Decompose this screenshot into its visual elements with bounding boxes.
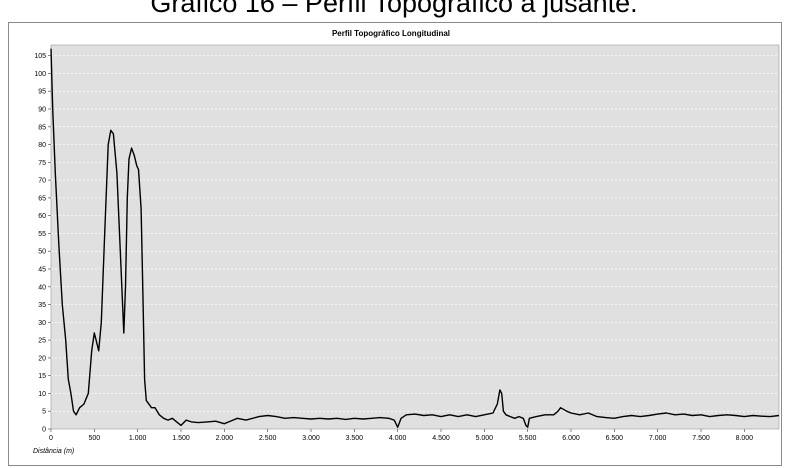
y-tick-label: 5	[42, 409, 46, 416]
x-tick-label: 7.500	[692, 435, 710, 442]
x-tick-label: 5.500	[519, 435, 537, 442]
y-tick-label: 80	[38, 142, 46, 149]
y-tick-label: 95	[38, 89, 46, 96]
y-tick-label: 20	[38, 355, 46, 362]
x-tick-label: 500	[88, 435, 100, 442]
x-tick-label: 1.500	[172, 435, 190, 442]
x-tick-label: 3.500	[346, 435, 364, 442]
y-tick-label: 65	[38, 195, 46, 202]
y-tick-label: 10	[38, 391, 46, 398]
x-tick-label: 4.000	[389, 435, 407, 442]
chart-title: Perfil Topográfico Longitudinal	[332, 29, 450, 38]
gridlines	[51, 55, 779, 412]
x-tick-label: 2.000	[216, 435, 234, 442]
y-tick-label: 30	[38, 320, 46, 327]
x-tick-label: 5.000	[476, 435, 494, 442]
x-axis-label: Distância (m)	[33, 448, 74, 455]
y-tick-label: 55	[38, 231, 46, 238]
y-tick-label: 90	[38, 107, 46, 114]
x-tick-label: 1.000	[129, 435, 147, 442]
elevation-profile-line	[50, 48, 780, 428]
x-tick-label: 3.000	[302, 435, 320, 442]
x-axis: 0 500 1.000 1.500 2.000 2.500 3.000 3.500 4.000 4…	[49, 429, 753, 442]
figure-caption: Gráfico 16 – Perfil Topográfico à jusant…	[150, 0, 638, 18]
x-tick-label: 6.500	[606, 435, 624, 442]
line-chart: Perfil Topográfico Longitudinal 0 5 10 15 20…	[33, 29, 780, 455]
y-tick-label: 100	[34, 71, 46, 78]
y-axis: 0 5 10 15 20 25 30 35 40 45 50 55 60 65 70 75 80 85 90 95 10…	[34, 53, 51, 434]
x-tick-label: 4.500	[432, 435, 450, 442]
y-tick-label: 50	[38, 249, 46, 256]
y-tick-label: 75	[38, 160, 46, 167]
y-tick-label: 60	[38, 213, 46, 220]
y-tick-label: 0	[42, 427, 46, 434]
y-tick-label: 15	[38, 373, 46, 380]
chart-frame: Perfil Topográfico Longitudinal 0 5 10 15 20…	[8, 22, 782, 466]
y-tick-label: 105	[34, 53, 46, 60]
x-tick-label: 0	[49, 435, 53, 442]
x-tick-label: 7.000	[649, 435, 667, 442]
y-tick-label: 45	[38, 267, 46, 274]
y-tick-label: 70	[38, 178, 46, 185]
plot-area	[50, 44, 780, 430]
y-tick-label: 35	[38, 302, 46, 309]
x-tick-label: 8.000	[736, 435, 754, 442]
y-tick-label: 85	[38, 124, 46, 131]
x-tick-label: 2.500	[259, 435, 277, 442]
x-tick-label: 6.000	[562, 435, 580, 442]
y-tick-label: 40	[38, 284, 46, 291]
y-tick-label: 25	[38, 338, 46, 345]
